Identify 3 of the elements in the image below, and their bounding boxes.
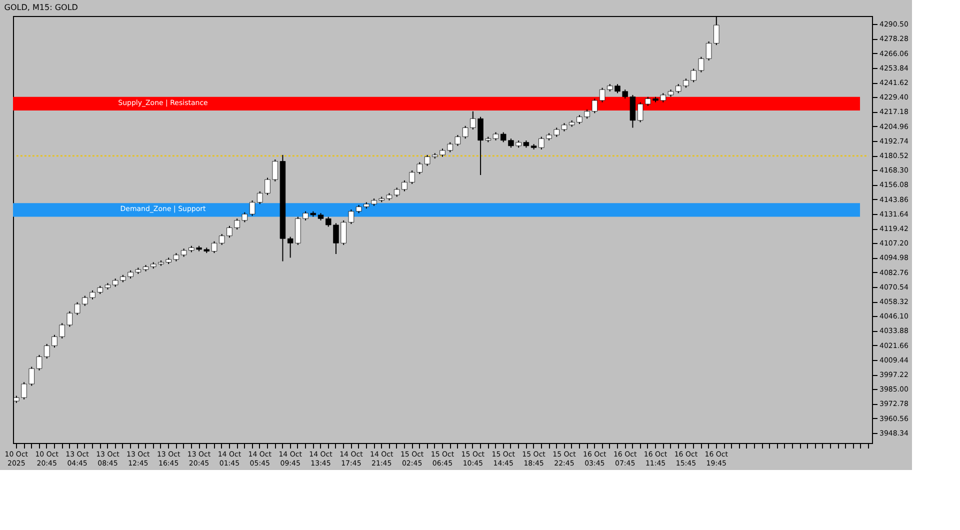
chart-title: GOLD, M15: GOLD (4, 3, 78, 12)
candlestick (36, 354, 42, 371)
candlestick (211, 240, 218, 254)
